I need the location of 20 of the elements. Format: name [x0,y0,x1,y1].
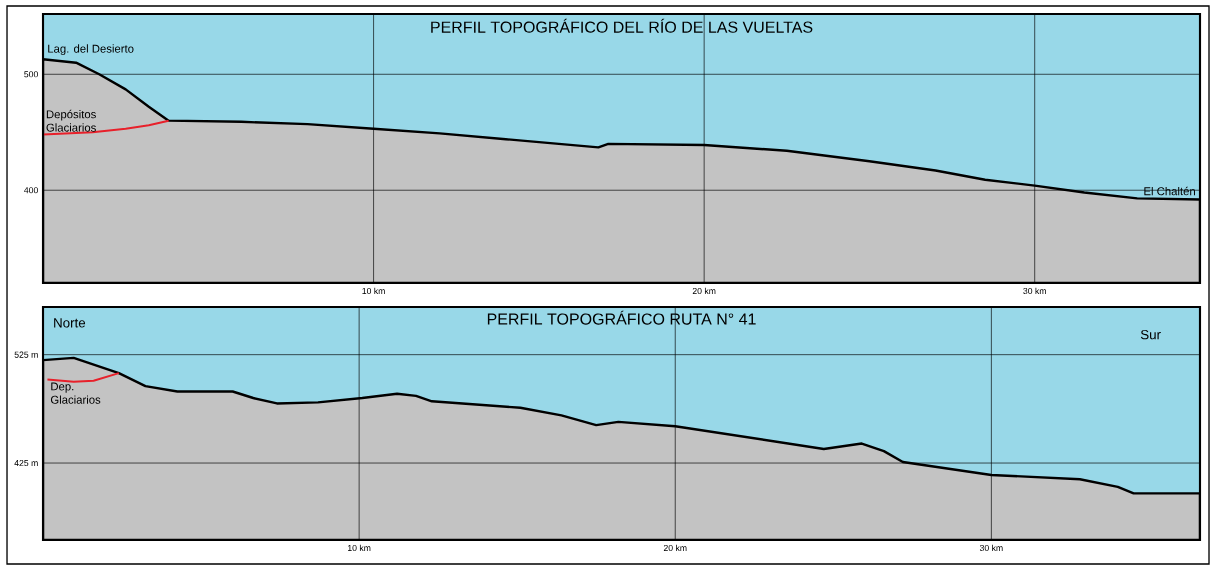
x-tick-label: 30 km [979,544,1003,552]
annotation: Lag. del Desierto [48,44,134,55]
chart-title: PERFIL TOPOGRÁFICO RUTA N° 41 [487,310,756,325]
series-label: Dep. Glaciarios [50,382,101,404]
x-tick-label: 20 km [692,287,716,295]
line-series [46,372,120,383]
x-tick-label: 30 km [1023,287,1046,295]
y-tick-label: 400 [24,187,38,194]
annotation: El Chaltén [1144,186,1195,196]
y-tick-label: 525 m [14,351,38,358]
annotation: Sur [1140,329,1161,340]
y-tick-label: 500 [24,71,38,78]
line-series [43,119,170,136]
y-tick-label: 425 m [14,459,38,467]
x-tick-label: 10 km [348,544,371,552]
chart-title: PERFIL TOPOGRÁFICO DEL RÍO DE LAS VUELTAS [431,18,813,33]
x-tick-label: 10 km [362,287,385,295]
x-tick-label: 20 km [663,544,687,552]
series-label: Depósitos Glaciarios [46,109,96,132]
annotation: Norte [54,318,86,328]
